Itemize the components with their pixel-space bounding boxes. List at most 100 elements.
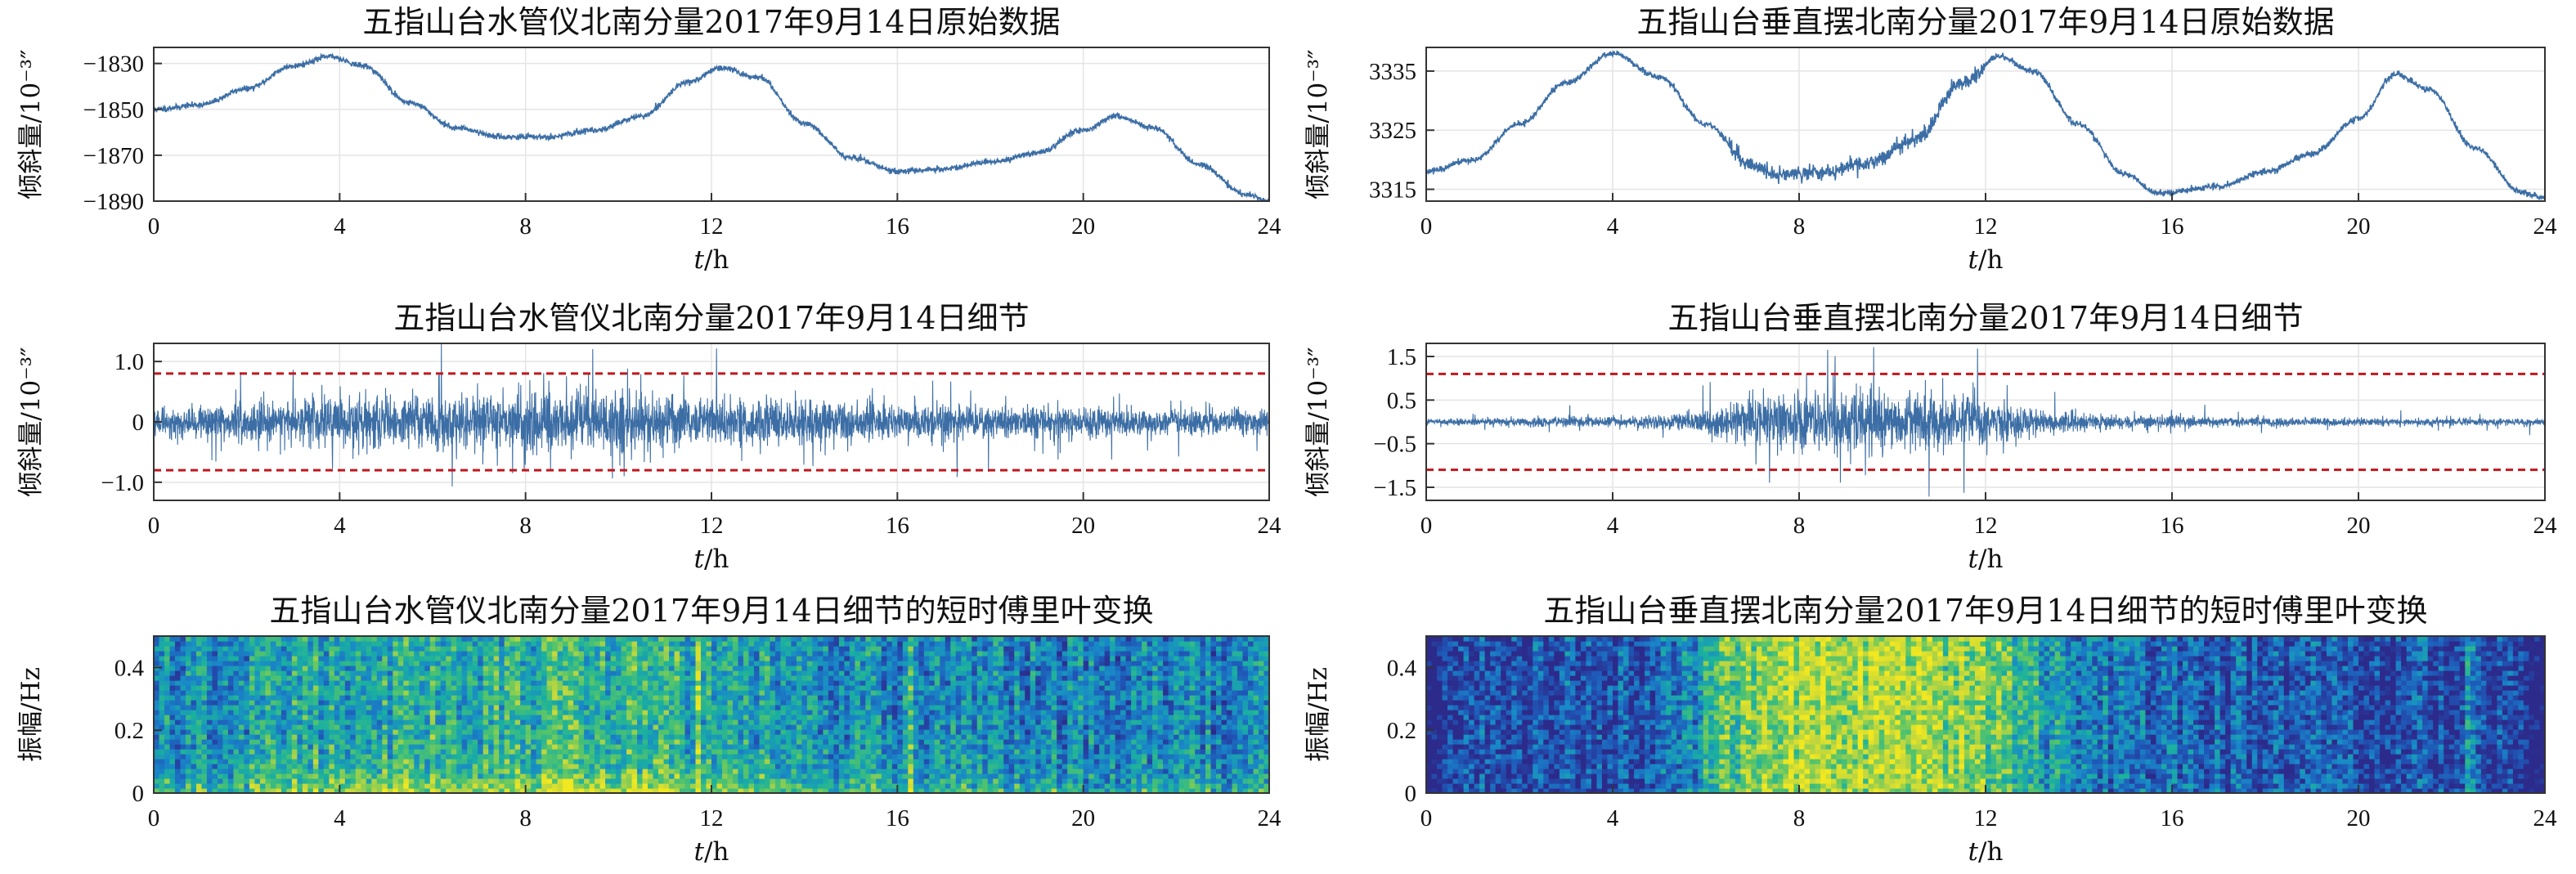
heatmap-cell [929, 690, 936, 696]
heatmap-cell [371, 675, 378, 681]
heatmap-cell [334, 690, 340, 696]
heatmap-cell [716, 724, 723, 730]
heatmap-cell [796, 690, 803, 696]
heatmap-cell [663, 685, 670, 691]
heatmap-cell [828, 646, 834, 652]
heatmap-cell [674, 754, 680, 760]
heatmap-cell [865, 680, 872, 686]
heatmap-cell [482, 773, 489, 779]
heatmap-cell [206, 695, 213, 701]
heatmap-cell [227, 734, 235, 740]
heatmap-cell [525, 636, 532, 642]
heatmap-cell [812, 651, 819, 657]
heatmap-cell [605, 646, 612, 652]
heatmap-cell [897, 778, 904, 784]
heatmap-cell [759, 636, 765, 642]
heatmap-cell [695, 759, 702, 764]
heatmap-cell [482, 734, 489, 740]
heatmap-cell [456, 641, 463, 647]
heatmap-cell [280, 705, 287, 710]
heatmap-cell [446, 690, 452, 696]
heatmap-cell [637, 641, 644, 647]
heatmap-cell [557, 661, 563, 666]
heatmap-cell [801, 690, 808, 696]
heatmap-cell [557, 690, 563, 696]
heatmap-cell [865, 661, 872, 666]
heatmap-cell [721, 656, 729, 661]
heatmap-cell [159, 754, 165, 760]
heatmap-cell [307, 764, 314, 769]
heatmap-cell [541, 710, 548, 715]
heatmap-cell [584, 724, 590, 730]
heatmap-cell [159, 646, 165, 652]
heatmap-cell [514, 734, 521, 740]
heatmap-cell [876, 744, 882, 750]
heatmap-cell [663, 744, 670, 750]
heatmap-cell [546, 670, 553, 676]
heatmap-cell [642, 788, 648, 793]
heatmap-cell [812, 646, 819, 652]
heatmap-cell [897, 670, 904, 676]
heatmap-cell [376, 656, 383, 661]
heatmap-cell [738, 695, 744, 701]
heatmap-cell [403, 715, 410, 720]
heatmap-cell [164, 656, 171, 661]
heatmap-cell [833, 700, 840, 706]
heatmap-cell [174, 764, 182, 769]
heatmap-cell [791, 788, 797, 793]
heatmap-cell [339, 769, 346, 774]
heatmap-cell [478, 636, 484, 642]
heatmap-cell [456, 719, 463, 725]
heatmap-cell [393, 646, 399, 652]
heatmap-cell [201, 749, 208, 755]
heatmap-cell [297, 705, 303, 710]
heatmap-cell [195, 719, 203, 725]
heatmap-cell [233, 661, 240, 666]
heatmap-cell [440, 729, 447, 735]
heatmap-cell [222, 636, 229, 642]
heatmap-cell [201, 724, 208, 730]
heatmap-cell [759, 783, 765, 789]
heatmap-cell [227, 695, 235, 701]
heatmap-cell [419, 783, 425, 789]
heatmap-cell [164, 700, 171, 706]
heatmap-cell [595, 700, 601, 706]
heatmap-cell [222, 788, 229, 793]
heatmap-cell [891, 675, 898, 681]
heatmap-cell [897, 710, 904, 715]
heatmap-cell [525, 744, 532, 750]
heatmap-cell [732, 759, 739, 764]
heatmap-cell [265, 719, 272, 725]
heatmap-cell [817, 744, 824, 750]
heatmap-cell [552, 700, 559, 706]
heatmap-cell [478, 749, 484, 755]
heatmap-cell [658, 646, 665, 652]
x-axis-label-unit: /h [704, 245, 729, 275]
heatmap-cell [350, 783, 357, 789]
heatmap-cell [605, 651, 612, 657]
heatmap-cell [318, 744, 325, 750]
heatmap-cell [870, 690, 877, 696]
heatmap-cell [217, 729, 224, 735]
heatmap-cell [461, 675, 468, 681]
heatmap-cell [865, 754, 872, 760]
heatmap-cell [642, 744, 648, 750]
heatmap-cell [254, 715, 261, 720]
heatmap-cell [212, 646, 218, 652]
heatmap-cell [376, 734, 383, 740]
heatmap-cell [727, 651, 734, 657]
heatmap-cell [743, 651, 750, 657]
heatmap-cell [817, 666, 824, 671]
heatmap-cell [568, 749, 574, 755]
heatmap-cell [478, 646, 484, 652]
heatmap-cell [923, 680, 930, 686]
heatmap-cell [584, 788, 590, 793]
heatmap-cell [312, 685, 319, 691]
heatmap-cell [499, 778, 505, 784]
heatmap-cell [520, 695, 527, 701]
heatmap-cell [159, 749, 165, 755]
heatmap-cell [855, 749, 861, 755]
heatmap-cell [259, 651, 266, 657]
heatmap-cell [174, 749, 182, 755]
heatmap-cell [738, 685, 744, 691]
